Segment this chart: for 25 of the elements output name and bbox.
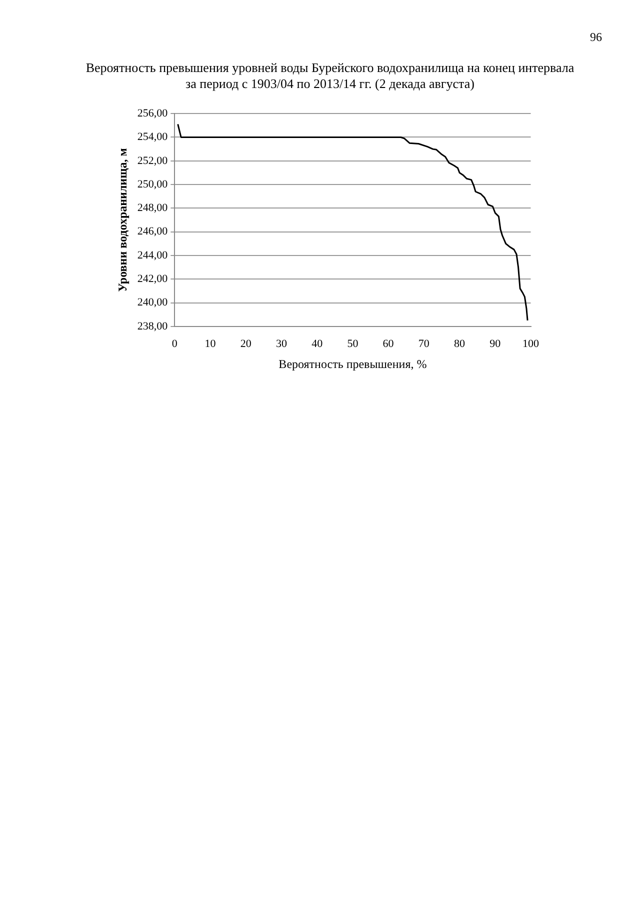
x-tick-label: 30: [276, 338, 288, 350]
x-tick-label: 80: [454, 338, 466, 350]
x-tick-label: 60: [382, 338, 394, 350]
y-tick-label: 256,00: [137, 107, 168, 120]
y-tick-label: 246,00: [137, 226, 168, 238]
x-tick-label: 70: [418, 338, 430, 350]
x-axis-title: Вероятность превышения, %: [278, 356, 427, 371]
x-tick-label: 50: [347, 338, 359, 350]
x-tick-label: 10: [204, 338, 216, 350]
y-tick-label: 244,00: [137, 249, 168, 262]
y-tick-label: 238,00: [137, 320, 168, 332]
y-tick-label: 252,00: [137, 154, 168, 167]
text: 96: [590, 30, 602, 45]
y-tick-label: 250,00: [137, 178, 168, 190]
y-tick-label: 254,00: [137, 131, 168, 144]
x-tick-label: 0: [172, 338, 178, 350]
chart-title: Вероятность превышения уровней воды Бурейского водохранилища на конец интервала за период с 1903/04 по 2013/14 гг. (2 декада августа): [84, 60, 576, 92]
x-tick-label: 90: [490, 338, 502, 350]
x-tick-label: 20: [240, 338, 252, 350]
y-tick-label: 248,00: [137, 202, 168, 214]
x-tick-label: 100: [522, 338, 540, 350]
y-tick-label: 240,00: [137, 296, 168, 309]
y-axis-title: Уровни водохранилища, м: [115, 148, 130, 292]
y-tick-label: 242,00: [137, 273, 168, 285]
x-tick-label: 40: [312, 338, 324, 350]
